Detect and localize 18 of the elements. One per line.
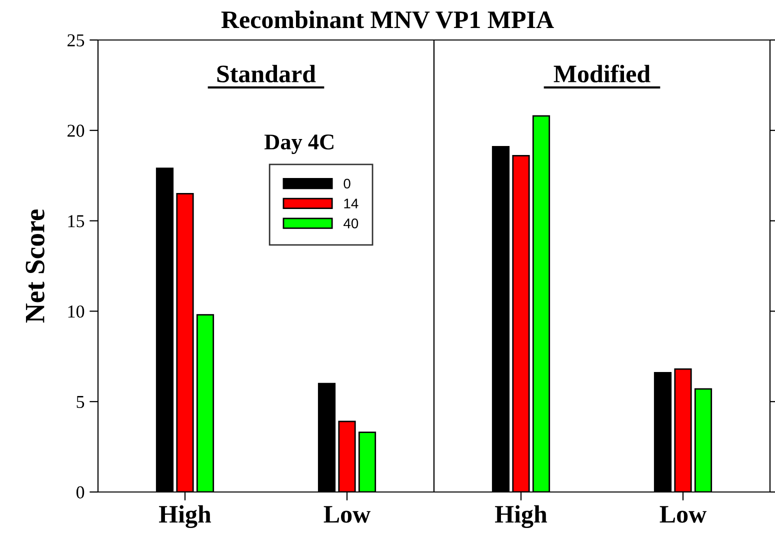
chart-title: Recombinant MNV VP1 MPIA — [221, 10, 554, 28]
y-tick-label: 20 — [68, 124, 84, 137]
legend-title: Day 4C — [264, 134, 334, 154]
legend-label: 14 — [344, 198, 358, 208]
legend-label: 40 — [344, 218, 358, 228]
legend-label: 0 — [344, 178, 350, 189]
x-tick-label: Low — [660, 506, 706, 523]
text: Standard — [217, 64, 316, 82]
x-tick-label: Low — [324, 506, 370, 523]
y-axis-title: Net Score — [26, 210, 44, 323]
y-tick-label: 25 — [68, 34, 84, 46]
y-tick-label: 10 — [68, 305, 84, 318]
x-tick-label: High — [159, 505, 212, 528]
x-tick-label: High — [495, 505, 548, 528]
y-tick-label: 15 — [68, 215, 84, 228]
y-tick-label: 0 — [76, 486, 84, 498]
text: Modified — [554, 64, 650, 82]
y-tick-label: 5 — [76, 396, 84, 408]
